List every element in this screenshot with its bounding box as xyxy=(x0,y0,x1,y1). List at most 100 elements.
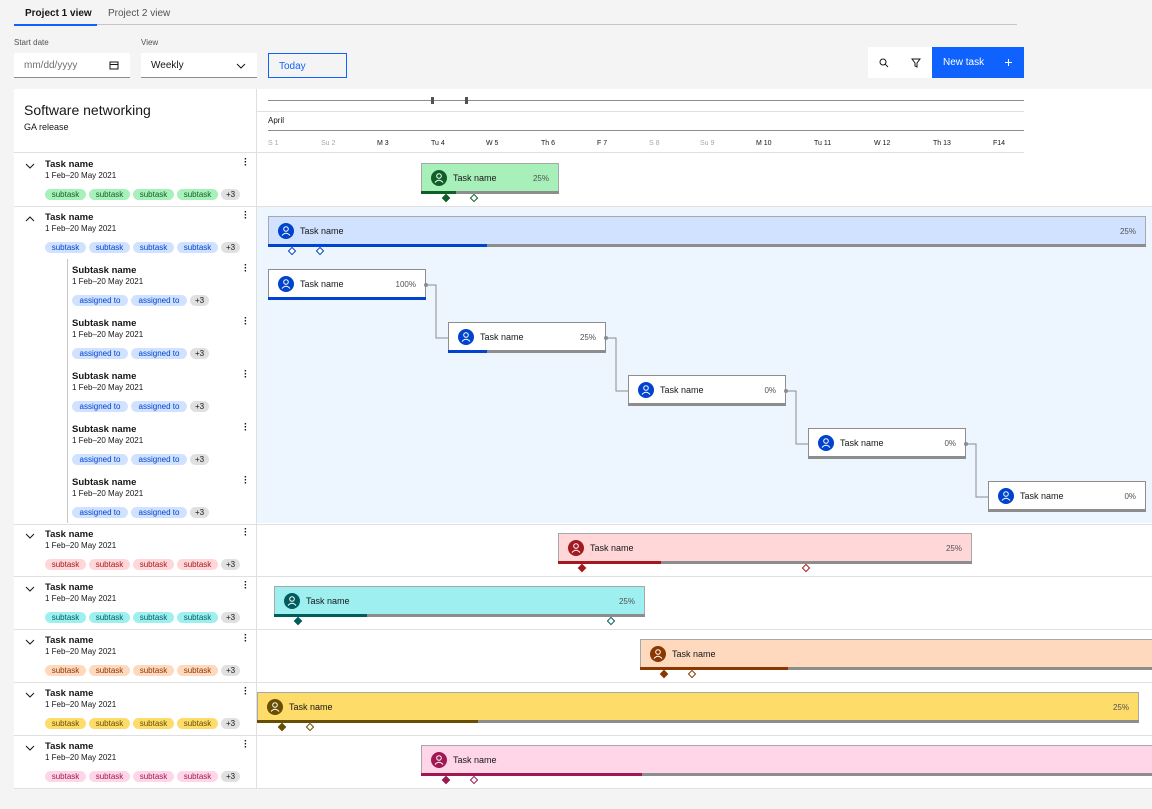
chevron-icon xyxy=(25,692,35,698)
tag: +3 xyxy=(190,507,209,518)
task-bar[interactable] xyxy=(448,322,606,353)
day-label: Su 2 xyxy=(321,140,336,147)
filter-button[interactable] xyxy=(900,47,932,78)
search-button[interactable] xyxy=(868,47,900,78)
kebab-menu[interactable]: · · · xyxy=(244,524,248,541)
chevron-icon xyxy=(25,533,35,539)
chevron[interactable] xyxy=(25,528,35,539)
bar-label: Task name xyxy=(590,543,634,553)
kebab-menu[interactable]: · · · xyxy=(244,736,248,753)
tag: subtask xyxy=(89,559,130,570)
person-icon xyxy=(821,438,831,448)
tag: subtask xyxy=(45,612,86,623)
kebab-menu[interactable]: · · · xyxy=(244,419,248,436)
avatar xyxy=(818,435,834,451)
task-dates: 1 Feb–20 May 2021 xyxy=(45,171,117,180)
tag: subtask xyxy=(89,771,130,782)
chevron-icon xyxy=(25,163,35,169)
person-icon xyxy=(287,596,297,606)
date-input[interactable]: mm/dd/yyyy xyxy=(14,53,130,78)
field-label: Start date xyxy=(14,38,49,47)
kebab-menu[interactable]: · · · xyxy=(244,366,248,383)
tag: +3 xyxy=(190,401,209,412)
task-bar[interactable] xyxy=(808,428,966,459)
placeholder: mm/dd/yyyy xyxy=(24,60,78,71)
task-name: Subtask name xyxy=(72,424,137,435)
tab[interactable]: Project 2 view xyxy=(108,8,171,19)
person-icon xyxy=(461,332,471,342)
kebab-menu[interactable]: · · · xyxy=(244,472,248,489)
task-bar[interactable] xyxy=(257,692,1139,723)
kebab-menu[interactable]: · · · xyxy=(244,630,248,647)
tab-active[interactable] xyxy=(14,0,97,26)
dependency-dot xyxy=(604,336,608,340)
bar-progress xyxy=(448,350,487,353)
scroll-handle[interactable] xyxy=(431,97,434,104)
tab[interactable]: Project 1 view xyxy=(25,8,92,19)
task-dates: 1 Feb–20 May 2021 xyxy=(45,224,117,233)
view-select[interactable]: Weekly xyxy=(141,53,257,78)
chevron[interactable] xyxy=(25,211,35,222)
person-icon xyxy=(641,385,651,395)
kebab-menu[interactable]: · · · xyxy=(244,207,248,224)
tag: +3 xyxy=(190,348,209,359)
tag: subtask xyxy=(45,771,86,782)
dependency-line xyxy=(786,390,808,445)
task-bar[interactable] xyxy=(274,586,645,617)
chevron[interactable] xyxy=(25,158,35,169)
kebab-menu[interactable]: · · · xyxy=(244,683,248,700)
new-task-button[interactable]: New task xyxy=(932,47,1024,78)
search-icon xyxy=(879,58,889,67)
task-name: Task name xyxy=(45,582,94,593)
tag: subtask xyxy=(133,189,174,200)
bar-label: Task name xyxy=(672,649,716,659)
task-bar[interactable] xyxy=(421,745,1152,776)
avatar xyxy=(998,488,1014,504)
avatar xyxy=(431,170,447,186)
bar-label: Task name xyxy=(453,173,497,183)
chevron[interactable] xyxy=(25,581,35,592)
row-divider xyxy=(14,206,1152,207)
row-divider xyxy=(14,788,1152,789)
chevron[interactable] xyxy=(25,634,35,645)
person-icon xyxy=(434,173,444,183)
day-label: S 1 xyxy=(268,140,279,147)
bar-progress xyxy=(558,561,661,564)
avatar xyxy=(650,646,666,662)
avatar xyxy=(458,329,474,345)
bar-track xyxy=(808,456,966,459)
task-name: Subtask name xyxy=(72,318,137,329)
kebab-menu[interactable]: · · · xyxy=(244,260,248,277)
chevron[interactable] xyxy=(25,687,35,698)
tag: subtask xyxy=(177,559,218,570)
bar-label: Task name xyxy=(300,226,344,236)
bar-track xyxy=(628,403,786,406)
bar-track xyxy=(274,614,645,617)
task-bar[interactable] xyxy=(628,375,786,406)
field-label: View xyxy=(141,38,159,47)
bar-track xyxy=(640,667,1152,670)
kebab-menu[interactable]: · · · xyxy=(244,154,248,171)
chevron-icon xyxy=(25,639,35,645)
row-divider xyxy=(14,629,1152,630)
tag: +3 xyxy=(221,771,240,782)
kebab-menu[interactable]: · · · xyxy=(244,577,248,594)
day-label: M 10 xyxy=(756,140,772,147)
scroll-handle[interactable] xyxy=(465,97,468,104)
task-bar[interactable] xyxy=(268,216,1146,247)
task-name: Task name xyxy=(45,159,94,170)
person-icon xyxy=(270,702,280,712)
chevron[interactable] xyxy=(25,740,35,751)
avatar xyxy=(267,699,283,715)
today-button[interactable]: Today xyxy=(268,53,347,78)
tag: subtask xyxy=(45,559,86,570)
dependency-dot xyxy=(424,283,428,287)
avatar xyxy=(638,382,654,398)
bar-label: Task name xyxy=(660,385,704,395)
bar-progress xyxy=(421,773,642,776)
bar-percent: 25% xyxy=(1112,703,1129,712)
tag: assigned to xyxy=(72,295,128,306)
bar-label: Task name xyxy=(480,332,524,342)
kebab-menu[interactable]: · · · xyxy=(244,313,248,330)
